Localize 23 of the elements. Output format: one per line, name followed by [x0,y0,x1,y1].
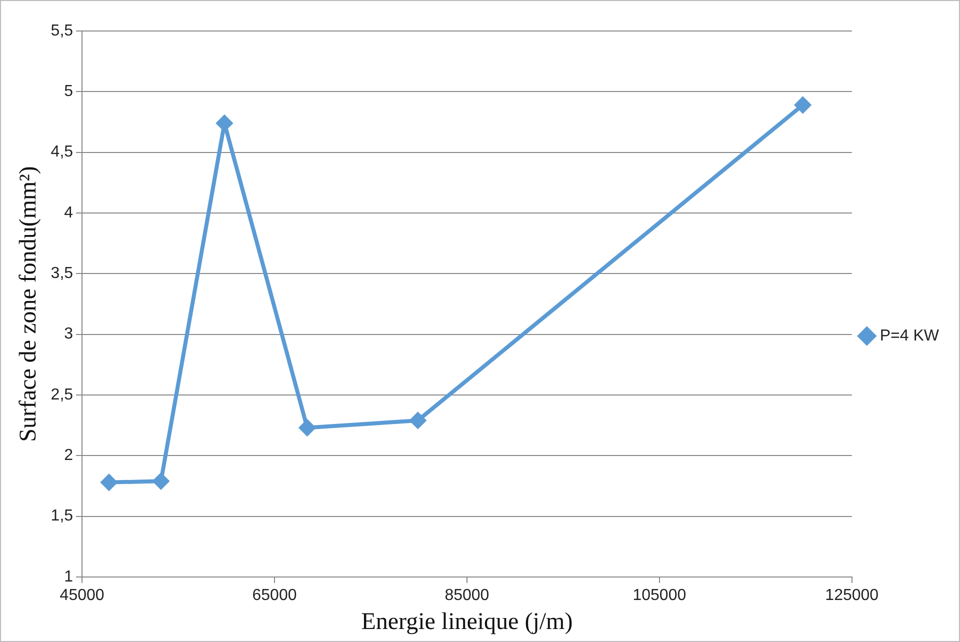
point [100,474,117,490]
point [794,97,811,114]
y-tick-label: 2,5 [50,386,74,404]
y-tick-label: 3 [64,326,74,343]
point [299,420,316,436]
y-axis-title: Surface de zone fondu(mm²) [16,166,42,442]
x-tick-label: 125000 [825,587,879,604]
x-tick-label: 65000 [252,587,297,604]
y-tick-label: 1 [64,568,74,586]
x-axis-title: Energie lineique (j/m) [361,608,573,635]
y-tick-label: 3,5 [50,265,74,282]
legend-label: P=4 KW [880,327,940,344]
y-tick-label: 5,5 [50,22,74,40]
y-tick-label: 4,5 [50,144,74,161]
point [152,473,169,490]
point [410,412,426,428]
y-tick-label: 1,5 [50,508,74,525]
y-tick-label: 2 [64,447,74,464]
x-tick-label: 105000 [632,587,686,604]
y-tick-label: 4 [64,204,74,222]
x-tick-label: 45000 [60,587,104,604]
y-tick-label: 5 [64,83,74,100]
x-tick-label: 85000 [444,587,490,604]
